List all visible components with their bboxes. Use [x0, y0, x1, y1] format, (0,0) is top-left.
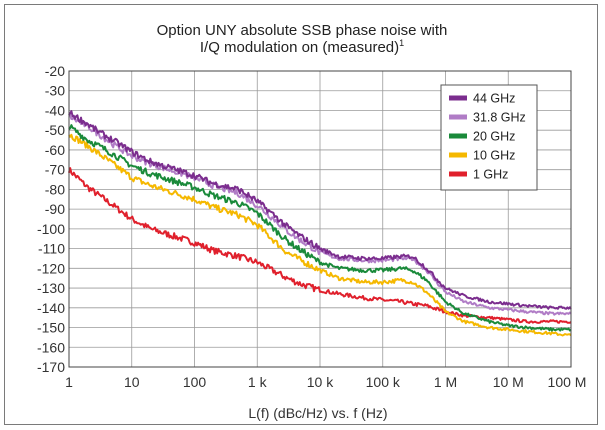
y-tick-label: -170 — [37, 359, 65, 375]
y-tick-label: -50 — [45, 122, 65, 138]
x-axis-label: L(f) (dBc/Hz) vs. f (Hz) — [248, 405, 387, 421]
x-tick-label: 1 M — [434, 374, 457, 390]
y-tick-label: -30 — [45, 83, 65, 99]
plot-area — [68, 110, 572, 337]
legend-entry-label: 44 GHz — [473, 92, 515, 106]
x-tick-label: 10 — [124, 374, 140, 390]
x-tick-label: 1 — [65, 374, 73, 390]
x-tick-label: 100 k — [366, 374, 401, 390]
chart-frame — [4, 4, 598, 425]
y-tick-label: -160 — [37, 339, 65, 355]
legend-entry-label: 20 GHz — [473, 130, 515, 144]
plot-border — [68, 70, 572, 368]
series-line-44-ghz — [68, 110, 572, 310]
x-tick-label: 100 M — [548, 374, 587, 390]
x-tick-label: 10 M — [493, 374, 524, 390]
y-tick-label: -120 — [37, 260, 65, 276]
chart-title-line-1: Option UNY absolute SSB phase noise with — [157, 22, 448, 39]
y-tick-label: -60 — [45, 142, 65, 158]
y-tick-label: -70 — [45, 162, 65, 178]
chart-title-superscript: 1 — [399, 38, 404, 48]
legend-entry-label: 1 GHz — [473, 168, 508, 182]
legend-entry-label: 10 GHz — [473, 149, 515, 163]
y-tick-label: -140 — [37, 300, 65, 316]
chart-title-line-2-text: I/Q modulation on (measured) — [200, 39, 399, 56]
y-tick-label: -100 — [37, 221, 65, 237]
series-line-10-ghz — [68, 133, 572, 337]
x-tick-label: 1 k — [248, 374, 268, 390]
y-tick-label: -110 — [38, 241, 65, 257]
x-axis-ticks: 1 10 100 1 k 10 k 100 k 1 M 10 M 100 M — [65, 374, 586, 390]
y-tick-label: -90 — [45, 201, 65, 217]
legend: 44 GHz 31.8 GHz 20 GHz 10 GHz 1 GHz — [440, 84, 538, 191]
legend-entry-label: 31.8 GHz — [473, 111, 526, 125]
series-line-20-ghz — [68, 124, 572, 332]
x-tick-label: 100 — [183, 374, 207, 390]
chart-title-line-2: I/Q modulation on (measured)1 — [200, 38, 404, 56]
x-tick-label: 10 k — [307, 374, 334, 390]
y-tick-label: -130 — [37, 280, 65, 296]
y-tick-label: -40 — [45, 102, 65, 118]
y-tick-label: -20 — [45, 63, 65, 79]
y-axis-ticks: -20 -30 -40 -50 -60 -70 -80 -90 -100 -110 -120 -130… — [37, 63, 65, 375]
series-line-1-ghz — [68, 167, 572, 324]
y-tick-label: -80 — [45, 181, 65, 197]
y-tick-label: -150 — [37, 320, 65, 336]
